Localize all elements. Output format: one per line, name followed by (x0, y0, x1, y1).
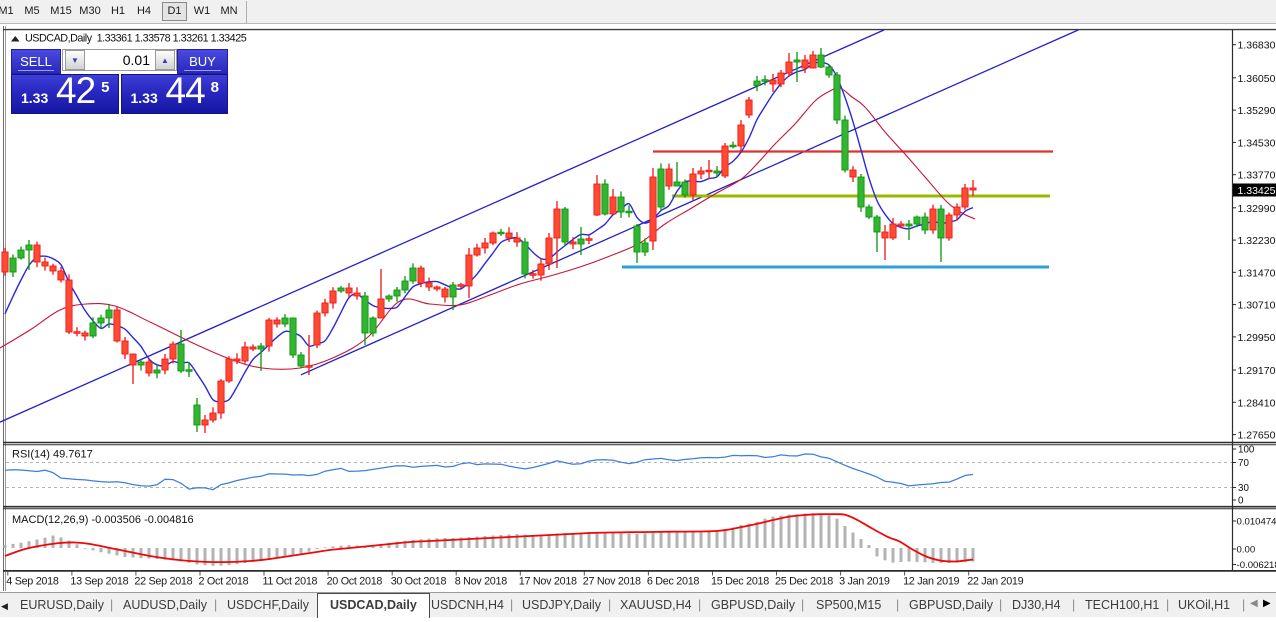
svg-text:1.29170: 1.29170 (1238, 365, 1276, 377)
svg-text:0.010474: 0.010474 (1237, 517, 1276, 528)
svg-text:1.36830: 1.36830 (1238, 40, 1276, 52)
svg-text:6 Dec 2018: 6 Dec 2018 (647, 576, 700, 588)
svg-text:1.32230: 1.32230 (1238, 235, 1276, 247)
svg-text:1.35290: 1.35290 (1238, 105, 1276, 117)
svg-text:MACD(12,26,9) -0.003506 -0.004: MACD(12,26,9) -0.003506 -0.004816 (12, 514, 194, 526)
svg-text:1.33425: 1.33425 (1238, 185, 1276, 197)
svg-text:22 Jan 2019: 22 Jan 2019 (967, 576, 1023, 588)
svg-text:27 Nov 2018: 27 Nov 2018 (583, 576, 641, 588)
svg-text:70: 70 (1238, 458, 1249, 469)
svg-text:2 Oct 2018: 2 Oct 2018 (199, 576, 249, 588)
svg-text:1.27650: 1.27650 (1238, 430, 1276, 442)
svg-text:0.00: 0.00 (1237, 545, 1256, 556)
svg-text:22 Sep 2018: 22 Sep 2018 (134, 576, 192, 588)
svg-text:17 Nov 2018: 17 Nov 2018 (519, 576, 577, 588)
svg-text:12 Jan 2019: 12 Jan 2019 (903, 576, 959, 588)
svg-text:0: 0 (1238, 496, 1244, 507)
svg-text:30: 30 (1238, 483, 1249, 494)
svg-text:1.36050: 1.36050 (1238, 73, 1276, 85)
svg-text:25 Dec 2018: 25 Dec 2018 (775, 576, 833, 588)
svg-text:1.32990: 1.32990 (1238, 203, 1276, 215)
svg-text:20 Oct 2018: 20 Oct 2018 (327, 576, 383, 588)
svg-text:1.34530: 1.34530 (1238, 137, 1276, 149)
svg-text:1.31470: 1.31470 (1238, 267, 1276, 279)
svg-text:1.30710: 1.30710 (1238, 300, 1276, 312)
svg-text:1.33770: 1.33770 (1238, 170, 1276, 182)
svg-text:15 Dec 2018: 15 Dec 2018 (711, 576, 769, 588)
svg-text:3 Jan 2019: 3 Jan 2019 (839, 576, 890, 588)
svg-text:1.29950: 1.29950 (1238, 332, 1276, 344)
svg-text:USDCAD,Daily 1.33361 1.33578: USDCAD,Daily 1.33361 1.33578 1.33261 1.3… (25, 33, 247, 45)
svg-text:100: 100 (1238, 445, 1255, 456)
svg-text:13 Sep 2018: 13 Sep 2018 (70, 576, 128, 588)
svg-text:-0.006218: -0.006218 (1237, 560, 1276, 571)
svg-text:4 Sep 2018: 4 Sep 2018 (6, 576, 59, 588)
svg-text:11 Oct 2018: 11 Oct 2018 (263, 576, 318, 588)
svg-text:30 Oct 2018: 30 Oct 2018 (391, 576, 447, 588)
svg-text:8 Nov 2018: 8 Nov 2018 (455, 576, 508, 588)
svg-text:RSI(14) 49.7617: RSI(14) 49.7617 (12, 449, 93, 461)
svg-text:1.28410: 1.28410 (1238, 397, 1276, 409)
